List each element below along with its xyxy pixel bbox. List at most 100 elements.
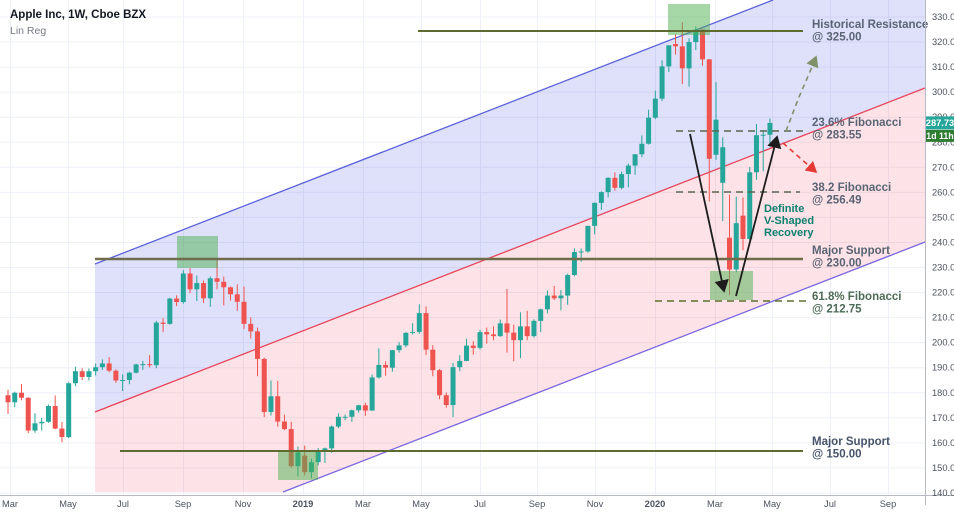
candle-body	[437, 370, 443, 396]
candle-body	[113, 370, 119, 381]
annotation-v-recovery[interactable]: Definite V-Shaped Recovery	[764, 203, 814, 239]
candle-body	[140, 364, 146, 366]
price-tick-label: 140.00	[932, 488, 954, 498]
candle-body	[490, 334, 496, 337]
annotation-major-support-150[interactable]: Major Support @ 150.00	[812, 436, 890, 461]
candle-body	[511, 332, 517, 341]
legend-symbol-title[interactable]: Apple Inc, 1W, Cboe BZX	[10, 9, 147, 21]
highlight-box-sep-2018-top[interactable]	[177, 236, 218, 268]
last-price-label: 287.73	[926, 116, 954, 130]
time-tick-label: May	[763, 499, 781, 509]
candle-body	[639, 143, 645, 155]
candle-body	[477, 332, 483, 348]
candle-body	[652, 98, 658, 118]
time-tick-label: 2020	[645, 499, 666, 509]
price-tick-label: 250.00	[932, 212, 954, 222]
candle-body	[52, 406, 58, 429]
annotation-historical-resistance[interactable]: Historical Resistance @ 325.00	[812, 19, 928, 44]
candle-body	[241, 301, 247, 324]
candle-body	[234, 294, 240, 302]
time-tick-label: May	[59, 499, 77, 509]
price-tick-label: 280.00	[932, 137, 954, 147]
candle-body	[376, 364, 382, 378]
candle-body	[187, 273, 193, 290]
v-recovery-arrow-up[interactable]	[735, 135, 782, 297]
candle-body	[275, 396, 281, 422]
candle-body	[288, 429, 294, 467]
candle-body	[342, 416, 348, 418]
candle-body	[760, 134, 766, 136]
price-tick-label: 160.00	[932, 438, 954, 448]
price-tick-label: 320.00	[932, 37, 954, 47]
channel-upper-fill	[95, 0, 925, 412]
candle-body	[443, 395, 449, 406]
candle-body	[410, 331, 416, 333]
channel-mid-line[interactable]	[94, 87, 926, 413]
candle-body	[214, 278, 220, 282]
time-tick-label: Sep	[175, 499, 192, 509]
price-axis[interactable]: 330.00320.00310.00300.00290.00280.00270.…	[926, 12, 954, 498]
candle-body	[207, 278, 213, 299]
candle-body	[93, 367, 99, 372]
time-tick-label: May	[412, 499, 430, 509]
candle-body	[221, 281, 227, 288]
channel-upper-line[interactable]	[94, 0, 774, 265]
grid-lines	[0, 0, 925, 495]
candle-body	[753, 135, 759, 173]
price-tick-label: 220.00	[932, 288, 954, 298]
price-tick-label: 150.00	[932, 463, 954, 473]
candle-body	[740, 215, 746, 239]
annotation-fib-618[interactable]: 61.8% Fibonacci @ 212.75	[812, 291, 901, 316]
candle-body	[720, 147, 726, 183]
candle-body	[254, 331, 260, 359]
candle-body	[59, 428, 65, 438]
highlight-box-mar-2020-low[interactable]	[710, 271, 753, 300]
annotation-fib-382[interactable]: 38.2 Fibonacci @ 256.49	[812, 182, 891, 207]
annotation-fib-236[interactable]: 23.6% Fibonacci @ 283.55	[812, 117, 901, 142]
candle-body	[531, 320, 537, 337]
candle-body	[457, 360, 463, 368]
candle-body	[383, 364, 389, 368]
legend-indicator-linreg[interactable]: Lin Reg	[10, 25, 47, 38]
candle-body	[126, 372, 132, 380]
candle-body	[396, 345, 402, 351]
candle-body	[713, 119, 719, 155]
annotation-major-support-230[interactable]: Major Support @ 230.00	[812, 245, 890, 270]
candle-body	[619, 174, 625, 188]
candle-body	[322, 448, 328, 451]
candle-body	[585, 225, 591, 252]
candle-body	[99, 363, 105, 368]
svg-text:1d 11h: 1d 11h	[926, 131, 953, 141]
candle-body	[315, 450, 321, 463]
candle-body	[281, 421, 287, 430]
candle-body	[106, 363, 112, 371]
highlight-box-feb-2020-top[interactable]	[668, 4, 710, 35]
candle-body	[261, 358, 267, 413]
candle-body	[659, 66, 665, 99]
candle-body	[625, 165, 631, 175]
candle-body	[605, 177, 611, 193]
candle-body	[228, 287, 234, 295]
price-tick-label: 310.00	[932, 62, 954, 72]
candle-body	[679, 46, 685, 69]
price-tick-label: 200.00	[932, 338, 954, 348]
pullback-arrow-down[interactable]	[782, 142, 818, 174]
candle-body	[517, 326, 523, 341]
candle-body	[32, 423, 38, 431]
candle-body	[700, 29, 706, 60]
candle-body	[153, 322, 159, 366]
time-tick-label: Sep	[529, 499, 546, 509]
candle-body	[86, 371, 92, 377]
time-axis[interactable]: Mar May Jul Sep Nov 2019 Mar May Jul Sep Nov 2020 Ma…	[2, 499, 896, 509]
v-recovery-arrow-down[interactable]	[689, 133, 729, 293]
candle-body	[544, 295, 550, 310]
projection-arrow-up[interactable]	[785, 55, 819, 132]
candle-body	[174, 298, 180, 303]
highlight-box-dec-2018-low[interactable]	[278, 452, 318, 480]
linear-regression-channel[interactable]	[94, 0, 926, 493]
candle-body	[430, 349, 436, 371]
candle-body	[632, 154, 638, 166]
time-tick-label: Mar	[355, 499, 371, 509]
candle-body	[167, 298, 173, 324]
